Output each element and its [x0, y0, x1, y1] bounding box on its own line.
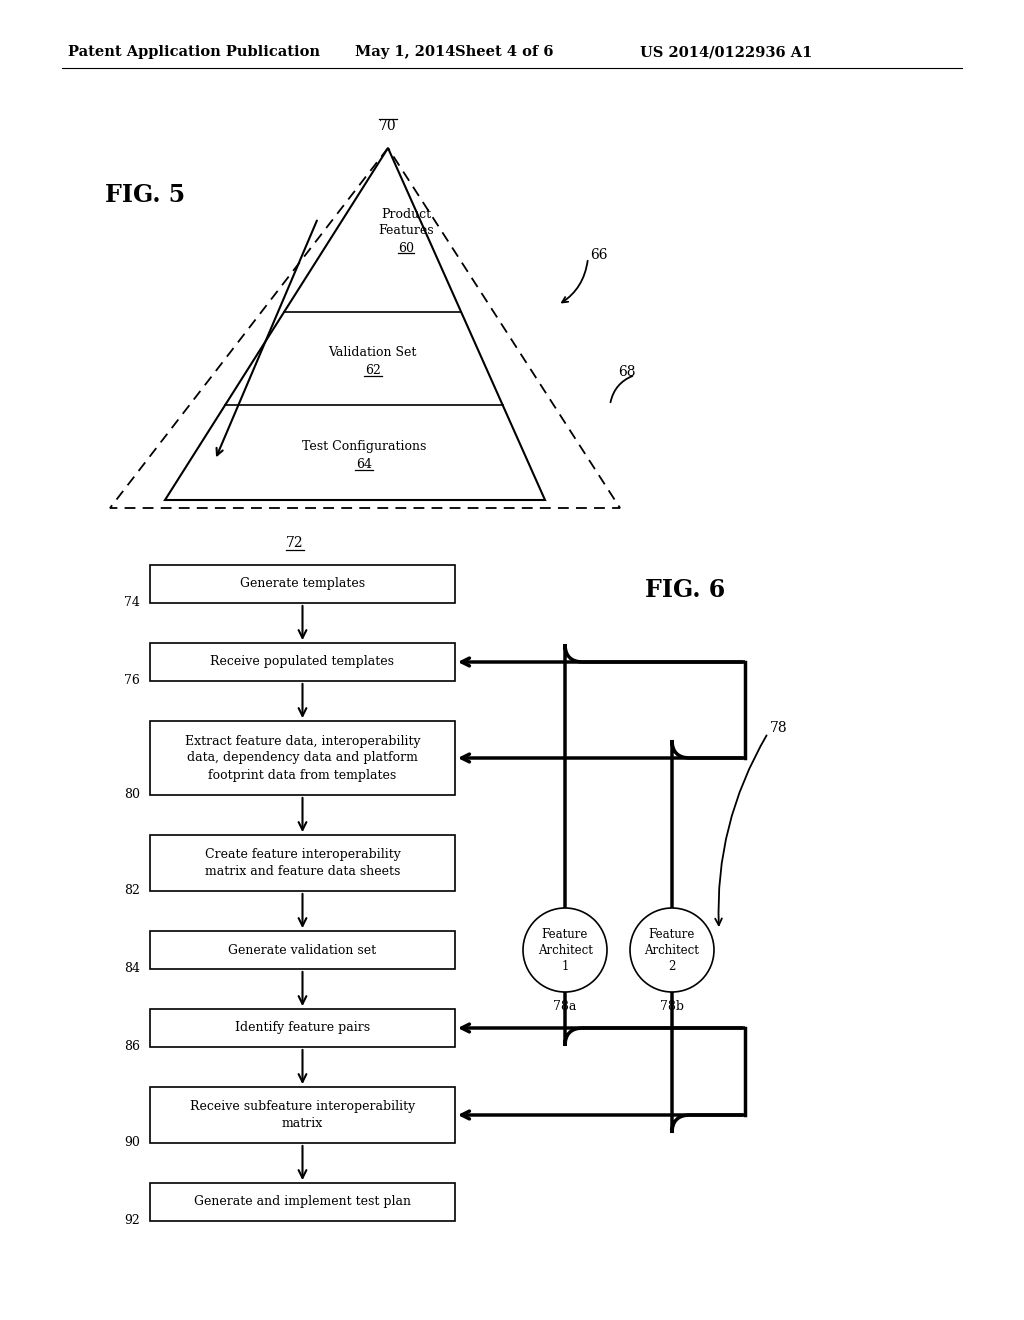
Circle shape — [523, 908, 607, 993]
Text: 78a: 78a — [553, 999, 577, 1012]
Text: 84: 84 — [124, 962, 140, 975]
Text: 78b: 78b — [660, 999, 684, 1012]
Circle shape — [630, 908, 714, 993]
Text: Receive subfeature interoperability
matrix: Receive subfeature interoperability matr… — [189, 1100, 415, 1130]
Text: 92: 92 — [124, 1214, 140, 1228]
Text: 76: 76 — [124, 675, 140, 688]
Text: Create feature interoperability
matrix and feature data sheets: Create feature interoperability matrix a… — [205, 847, 400, 878]
Text: Identify feature pairs: Identify feature pairs — [234, 1022, 370, 1035]
Text: Validation Set: Validation Set — [329, 346, 417, 359]
Text: Extract feature data, interoperability
data, dependency data and platform
footpr: Extract feature data, interoperability d… — [184, 734, 420, 781]
Bar — [150, 836, 455, 891]
Text: Product
Features: Product Features — [378, 207, 434, 236]
Text: 78: 78 — [770, 721, 787, 735]
Text: Receive populated templates: Receive populated templates — [211, 656, 394, 668]
Text: 64: 64 — [356, 458, 372, 471]
Text: Generate and implement test plan: Generate and implement test plan — [194, 1196, 411, 1209]
Text: FIG. 6: FIG. 6 — [645, 578, 725, 602]
Bar — [150, 931, 455, 969]
Bar — [150, 721, 455, 795]
Bar — [150, 1008, 455, 1047]
Text: 62: 62 — [365, 364, 381, 378]
Text: 82: 82 — [124, 884, 140, 898]
Bar — [150, 643, 455, 681]
Text: 86: 86 — [124, 1040, 140, 1053]
Text: 70: 70 — [379, 119, 397, 133]
Text: Patent Application Publication: Patent Application Publication — [68, 45, 319, 59]
Text: 68: 68 — [618, 366, 636, 379]
Text: 66: 66 — [590, 248, 607, 261]
Text: Sheet 4 of 6: Sheet 4 of 6 — [455, 45, 554, 59]
Text: Test Configurations: Test Configurations — [302, 440, 426, 453]
Text: 60: 60 — [398, 242, 414, 255]
Text: Generate validation set: Generate validation set — [228, 944, 377, 957]
Text: May 1, 2014: May 1, 2014 — [355, 45, 456, 59]
Text: 90: 90 — [124, 1137, 140, 1150]
Bar — [150, 1086, 455, 1143]
Text: FIG. 5: FIG. 5 — [105, 183, 185, 207]
Bar — [150, 565, 455, 603]
Text: 74: 74 — [124, 597, 140, 610]
Bar — [150, 1183, 455, 1221]
Text: 72: 72 — [286, 536, 304, 550]
Text: US 2014/0122936 A1: US 2014/0122936 A1 — [640, 45, 812, 59]
Text: 80: 80 — [124, 788, 140, 801]
Text: Feature
Architect
1: Feature Architect 1 — [538, 928, 593, 973]
Text: Feature
Architect
2: Feature Architect 2 — [644, 928, 699, 973]
Text: Generate templates: Generate templates — [240, 578, 366, 590]
